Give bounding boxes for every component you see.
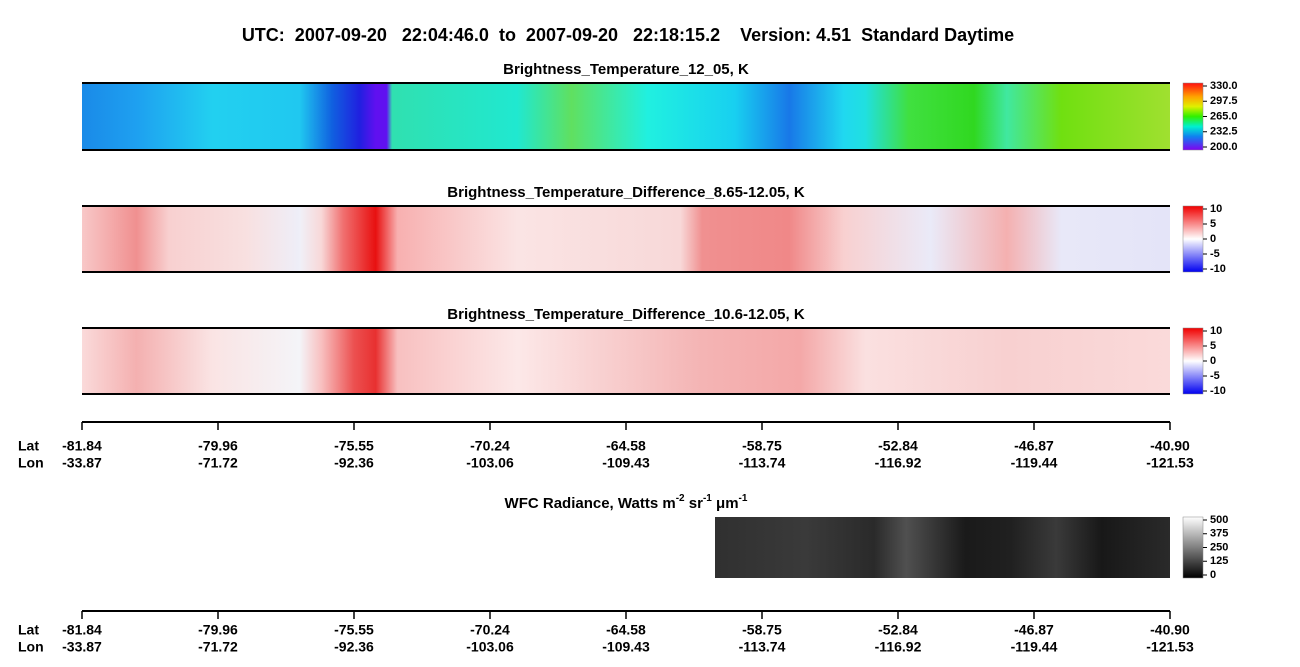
colorbar — [1182, 82, 1204, 151]
colorbar-tick-label: 330.0 — [1210, 80, 1238, 92]
lon-label: -119.44 — [1011, 455, 1058, 471]
lon-label: -119.44 — [1011, 639, 1058, 655]
lon-label: -121.53 — [1146, 455, 1194, 471]
panel-title: Brightness_Temperature_12_05, K — [503, 61, 749, 78]
panel-title: WFC Radiance, Watts m-2 sr-1 μm-1 — [505, 493, 748, 512]
lon-label: -109.43 — [602, 639, 650, 655]
colorbar-tick-label: 5 — [1210, 340, 1216, 352]
lon-label: -113.74 — [739, 639, 786, 655]
lon-label: -33.87 — [62, 639, 102, 655]
lat-label: -64.58 — [606, 622, 646, 638]
row-label: Lon — [18, 639, 44, 655]
row-label: Lat — [18, 438, 39, 454]
lon-label: -71.72 — [198, 639, 238, 655]
colorbar-tick-label: 125 — [1210, 555, 1228, 567]
colorbar-tick-label: 232.5 — [1210, 126, 1238, 138]
colorbar-tick-label: 0 — [1210, 569, 1216, 581]
colorbar — [1182, 205, 1204, 273]
superscript: -1 — [703, 493, 712, 504]
lon-label: -71.72 — [198, 455, 238, 471]
image-strip — [82, 206, 1170, 272]
lon-label: -121.53 — [1146, 639, 1194, 655]
colorbar-tick-label: 10 — [1210, 325, 1222, 337]
lat-label: -75.55 — [334, 438, 374, 454]
lon-label: -113.74 — [739, 455, 786, 471]
title-part: μm — [712, 495, 739, 512]
lat-label: -64.58 — [606, 438, 646, 454]
colorbar-tick-label: 375 — [1210, 528, 1228, 540]
colorbar — [1182, 327, 1204, 395]
panel-title: Brightness_Temperature_Difference_8.65-1… — [447, 184, 805, 201]
colorbar-tick-label: 297.5 — [1210, 95, 1238, 107]
lat-label: -40.90 — [1150, 438, 1190, 454]
title-part: sr — [685, 495, 704, 512]
row-label: Lat — [18, 622, 39, 638]
lon-label: -109.43 — [602, 455, 650, 471]
colorbar-tick-label: -10 — [1210, 263, 1226, 275]
colorbar-tick-label: 10 — [1210, 203, 1222, 215]
lat-label: -79.96 — [198, 622, 238, 638]
panel-title: Brightness_Temperature_Difference_10.6-1… — [447, 306, 805, 323]
lon-label: -92.36 — [334, 455, 374, 471]
image-strip — [82, 83, 1170, 150]
lat-label: -81.84 — [62, 438, 102, 454]
title-part: WFC Radiance, Watts m — [505, 495, 676, 512]
colorbar-tick-label: 250 — [1210, 541, 1228, 553]
colorbar-tick-label: 265.0 — [1210, 110, 1238, 122]
lat-label: -46.87 — [1014, 438, 1054, 454]
lon-label: -116.92 — [875, 639, 922, 655]
lat-label: -58.75 — [742, 438, 782, 454]
lat-label: -58.75 — [742, 622, 782, 638]
colorbar-tick-label: 0 — [1210, 355, 1216, 367]
image-strip — [82, 328, 1170, 394]
page-title: UTC: 2007-09-20 22:04:46.0 to 2007-09-20… — [242, 25, 1014, 45]
lat-label: -75.55 — [334, 622, 374, 638]
colorbar — [1182, 516, 1204, 579]
row-label: Lon — [18, 455, 44, 471]
lat-label: -52.84 — [878, 622, 918, 638]
colorbar-tick-label: 0 — [1210, 233, 1216, 245]
colorbar-tick-label: 500 — [1210, 514, 1228, 526]
lon-label: -92.36 — [334, 639, 374, 655]
lon-label: -116.92 — [875, 455, 922, 471]
superscript: -1 — [739, 493, 748, 504]
lat-label: -81.84 — [62, 622, 102, 638]
lat-label: -46.87 — [1014, 622, 1054, 638]
lat-label: -79.96 — [198, 438, 238, 454]
lat-label: -40.90 — [1150, 622, 1190, 638]
lat-label: -70.24 — [470, 438, 510, 454]
lat-label: -52.84 — [878, 438, 918, 454]
image-strip — [715, 517, 1170, 578]
superscript: -2 — [676, 493, 685, 504]
colorbar-tick-label: -5 — [1210, 370, 1220, 382]
lat-label: -70.24 — [470, 622, 510, 638]
colorbar-tick-label: -5 — [1210, 248, 1220, 260]
lon-label: -33.87 — [62, 455, 102, 471]
lon-label: -103.06 — [466, 639, 514, 655]
colorbar-tick-label: -10 — [1210, 385, 1226, 397]
lon-label: -103.06 — [466, 455, 514, 471]
colorbar-tick-label: 5 — [1210, 218, 1216, 230]
colorbar-tick-label: 200.0 — [1210, 141, 1238, 153]
